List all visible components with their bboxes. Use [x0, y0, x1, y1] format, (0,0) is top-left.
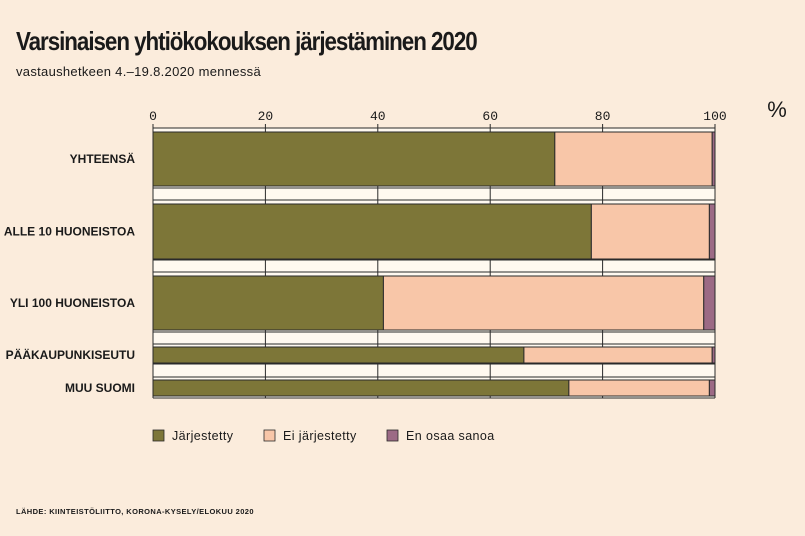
category-label: MUU SUOMI — [65, 381, 135, 395]
legend-label: En osaa sanoa — [406, 429, 495, 443]
chart-title: Varsinaisen yhtiökokouksen järjestäminen… — [16, 26, 478, 56]
x-tick-label: 20 — [258, 109, 274, 124]
source-note: LÄHDE: KIINTEISTÖLIITTO, KORONA-KYSELY/E… — [16, 507, 254, 516]
bar-segment — [708, 203, 716, 260]
category-label: YHTEENSÄ — [70, 151, 136, 166]
legend-label: Järjestetty — [172, 429, 234, 443]
x-tick-label: 0 — [149, 109, 157, 124]
bar-segment — [152, 379, 570, 397]
bar-segment — [152, 346, 525, 364]
legend-label: Ei järjestetty — [283, 429, 357, 443]
bar-segment — [152, 203, 592, 260]
x-tick-label: 60 — [482, 109, 498, 124]
bar-segment — [708, 379, 716, 397]
bar-segment — [152, 275, 384, 331]
x-tick-label: 40 — [370, 109, 386, 124]
bar-segment — [568, 379, 710, 397]
bar-segment — [711, 131, 716, 187]
bar-segment — [152, 131, 556, 187]
legend-swatch — [386, 429, 399, 442]
unit-label: % — [767, 97, 787, 122]
bar-segment — [523, 346, 713, 364]
chart-subtitle: vastaushetkeen 4.–19.8.2020 mennessä — [16, 64, 261, 79]
category-label: ALLE 10 HUONEISTOA — [4, 225, 135, 239]
bar-segment — [554, 131, 713, 187]
x-tick-label: 100 — [703, 109, 726, 124]
legend-swatch — [263, 429, 276, 442]
legend-swatch — [152, 429, 165, 442]
category-label: PÄÄKAUPUNKISEUTU — [6, 347, 135, 362]
bar-segment — [590, 203, 710, 260]
x-tick-label: 80 — [595, 109, 611, 124]
bar-segment — [382, 275, 705, 331]
bar-segment — [703, 275, 716, 331]
category-label: YLI 100 HUONEISTOA — [10, 296, 135, 310]
bar-segment — [711, 346, 716, 364]
